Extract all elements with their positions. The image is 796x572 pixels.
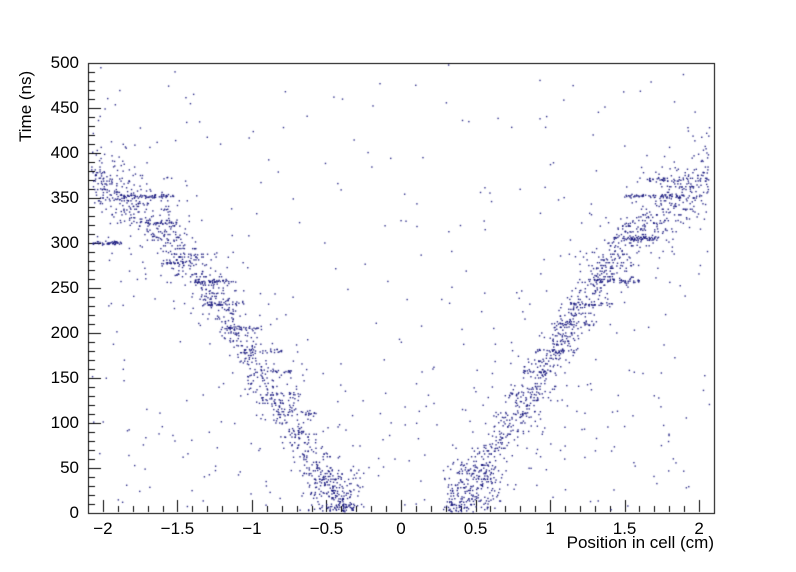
y-tick-label: 450: [50, 98, 79, 117]
y-axis-title: Time (ns): [16, 70, 35, 142]
x-axis-title: Position in cell (cm): [566, 533, 714, 552]
x-tick-label: 0: [396, 519, 406, 538]
y-tick-label: 400: [50, 143, 79, 162]
x-tick-label: 1.5: [612, 519, 637, 538]
y-tick-label: 200: [50, 323, 79, 342]
y-tick-label: 350: [50, 188, 79, 207]
y-tick-label: 250: [50, 278, 79, 297]
y-tick-label: 0: [69, 503, 79, 522]
x-tick-label: −1.5: [160, 519, 195, 538]
y-tick-label: 500: [50, 53, 79, 72]
x-tick-label: 0.5: [463, 519, 488, 538]
y-tick-label: 150: [50, 368, 79, 387]
x-tick-label: 1: [545, 519, 555, 538]
y-tick-label: 50: [60, 458, 79, 477]
x-tick-label: 2: [694, 519, 704, 538]
x-tick-label: −1: [242, 519, 262, 538]
y-tick-label: 300: [50, 233, 79, 252]
x-tick-label: −0.5: [309, 519, 344, 538]
x-tick-label: −2: [93, 519, 113, 538]
y-tick-label: 100: [50, 413, 79, 432]
